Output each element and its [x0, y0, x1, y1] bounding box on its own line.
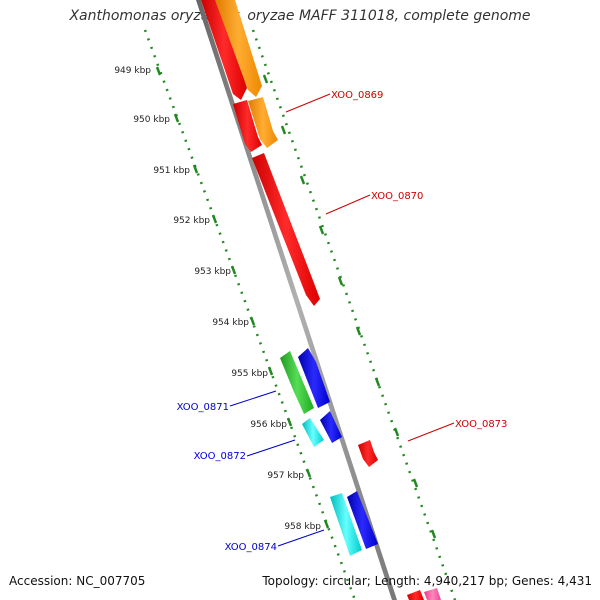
- gene-xoo-0874-blue: [347, 491, 378, 549]
- ruler-labels: 949 kbp 950 kbp 951 kbp 952 kbp 953 kbp …: [114, 66, 321, 532]
- gene-label-xoo-0869[interactable]: XOO_0869: [331, 90, 383, 101]
- ruler-right-ticks: [262, 74, 437, 539]
- reverse-strand-genes: [280, 348, 378, 556]
- gene-xoo-0874-cyan: [330, 493, 362, 556]
- gene-xoo-0873: [358, 440, 378, 467]
- gene-label-xoo-0870[interactable]: XOO_0870: [371, 191, 423, 202]
- gene-bottom-pink: [424, 588, 441, 600]
- ruler-label-957: 957 kbp: [267, 471, 304, 481]
- ruler-label-950: 950 kbp: [133, 115, 170, 125]
- gene-xoo-0872-blue: [320, 411, 342, 443]
- gene-label-xoo-0871[interactable]: XOO_0871: [177, 402, 229, 413]
- forward-callouts: [285, 93, 455, 442]
- gene-label-xoo-0873[interactable]: XOO_0873: [455, 419, 507, 430]
- gene-label-xoo-0872[interactable]: XOO_0872: [194, 451, 246, 462]
- ruler-label-953: 953 kbp: [194, 267, 231, 277]
- reverse-callouts: [229, 390, 325, 547]
- ruler-major-ticks: [155, 66, 330, 529]
- ruler-label-954: 954 kbp: [212, 318, 249, 328]
- gene-label-xoo-0874[interactable]: XOO_0874: [225, 542, 277, 553]
- ruler-label-958: 958 kbp: [284, 522, 321, 532]
- genome-title: Xanthomonas oryzae pv. oryzae MAFF 31101…: [69, 8, 531, 24]
- gene-xoo-0869-orange: [248, 97, 278, 148]
- ruler-label-955: 955 kbp: [231, 369, 268, 379]
- gene-bottom-red: [407, 590, 424, 600]
- reverse-gene-labels: XOO_0871 XOO_0872 XOO_0874: [177, 402, 277, 553]
- gene-xoo-0868-forward: [201, 0, 247, 100]
- genome-backbone: [196, 0, 397, 600]
- ruler-right: [251, 29, 457, 600]
- gene-xoo-0870: [252, 153, 320, 306]
- ruler-label-956: 956 kbp: [250, 420, 287, 430]
- accession-text: Accession: NC_007705: [9, 574, 146, 588]
- gene-xoo-0868b: [215, 0, 262, 97]
- forward-gene-labels: XOO_0869 XOO_0870 XOO_0873: [331, 90, 507, 430]
- gene-xoo-0872-cyan: [302, 418, 324, 447]
- ruler-label-952: 952 kbp: [173, 216, 210, 226]
- gene-xoo-0871-blue: [298, 348, 330, 408]
- ruler-label-949: 949 kbp: [114, 66, 151, 76]
- topology-text: Topology: circular; Length: 4,940,217 bp…: [262, 574, 592, 588]
- forward-strand-genes: [201, 0, 441, 600]
- ruler-label-951: 951 kbp: [153, 166, 190, 176]
- gene-xoo-0869-red: [233, 100, 262, 152]
- gene-xoo-0871-green: [280, 351, 314, 414]
